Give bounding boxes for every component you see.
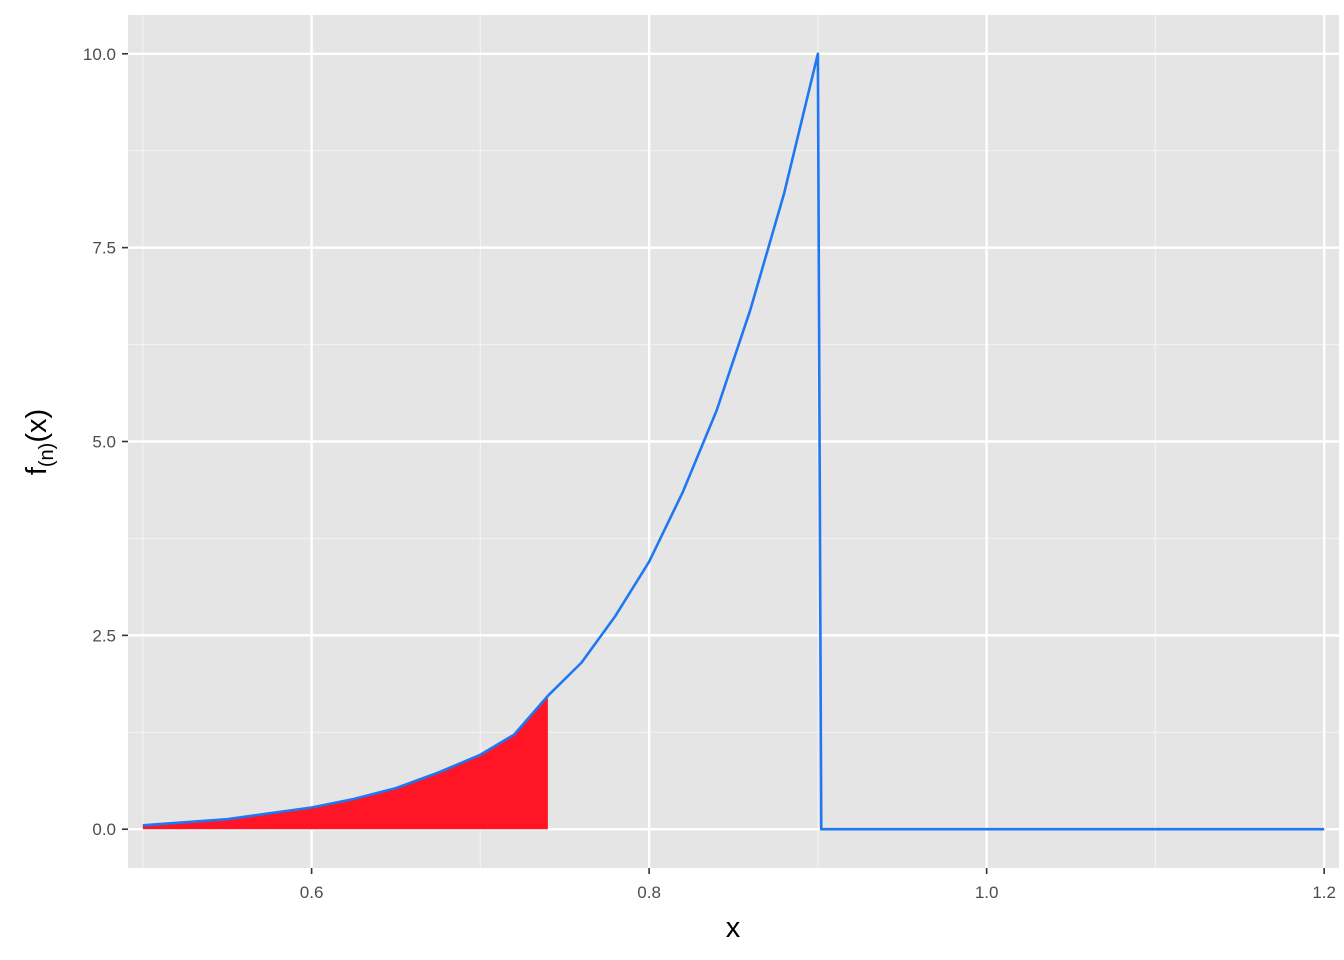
grid-major — [128, 15, 1339, 868]
x-axis: 0.6 0.8 1.0 1.2 — [300, 868, 1336, 902]
series-line — [142, 52, 1325, 831]
y-axis-title-subscript: (n) — [36, 443, 58, 467]
x-tick-label: 1.0 — [975, 883, 999, 902]
x-tick-label: 0.6 — [300, 883, 324, 902]
shaded-area — [142, 695, 548, 830]
y-axis: 0.0 2.5 5.0 7.5 10.0 — [83, 45, 128, 839]
x-tick-label: 1.2 — [1312, 883, 1336, 902]
y-tick-label: 10.0 — [83, 45, 116, 64]
x-tick-label: 0.8 — [637, 883, 661, 902]
y-tick-label: 5.0 — [92, 433, 116, 452]
y-tick-label: 2.5 — [92, 626, 116, 645]
y-tick-label: 7.5 — [92, 239, 116, 258]
y-axis-title-suffix: (x) — [21, 409, 53, 443]
series-layer — [142, 52, 1325, 831]
y-axis-title-base: f — [21, 466, 53, 475]
y-tick-label: 0.0 — [92, 820, 116, 839]
shaded-area-layer — [142, 695, 548, 830]
y-axis-title: f(n)(x) — [21, 409, 58, 475]
x-axis-title: x — [726, 912, 741, 944]
